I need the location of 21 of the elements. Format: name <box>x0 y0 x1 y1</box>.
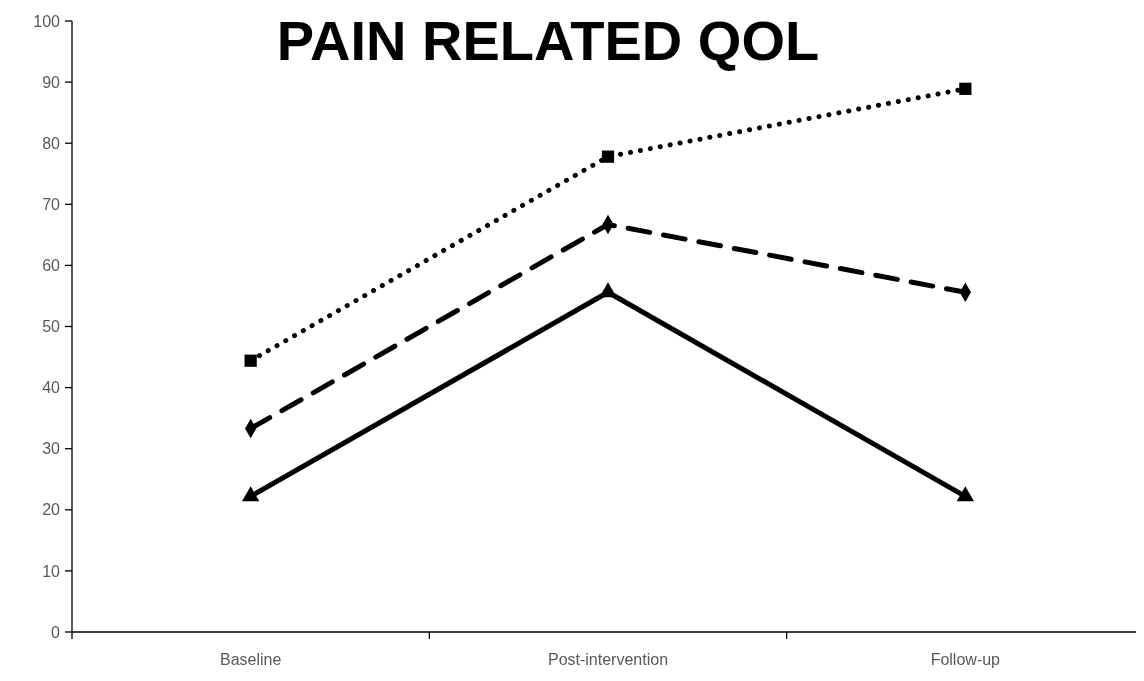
y-tick-label: 40 <box>42 379 61 397</box>
x-tick-label: Post-intervention <box>547 651 669 668</box>
y-tick-label: 50 <box>42 318 61 336</box>
y-tick-label: 70 <box>42 195 61 213</box>
y-tick-label: 10 <box>42 562 61 580</box>
x-tick-label: Follow-up <box>930 651 1001 668</box>
y-tick-label: 0 <box>51 623 61 641</box>
y-tick-label: 30 <box>42 440 61 458</box>
point <box>599 282 617 298</box>
point <box>959 82 972 95</box>
x-tick-label: Baseline <box>219 651 282 668</box>
y-tick-label: 80 <box>42 134 61 152</box>
y-tick-label: 60 <box>42 257 61 274</box>
point <box>956 486 974 502</box>
point <box>244 354 257 367</box>
point <box>601 150 615 163</box>
y-tick-label: 20 <box>42 501 61 519</box>
y-tick-label: 90 <box>42 73 61 91</box>
y-tick-label: 100 <box>33 12 61 30</box>
chart-title: PAIN RELATED QOL <box>276 9 820 72</box>
point <box>242 486 260 502</box>
